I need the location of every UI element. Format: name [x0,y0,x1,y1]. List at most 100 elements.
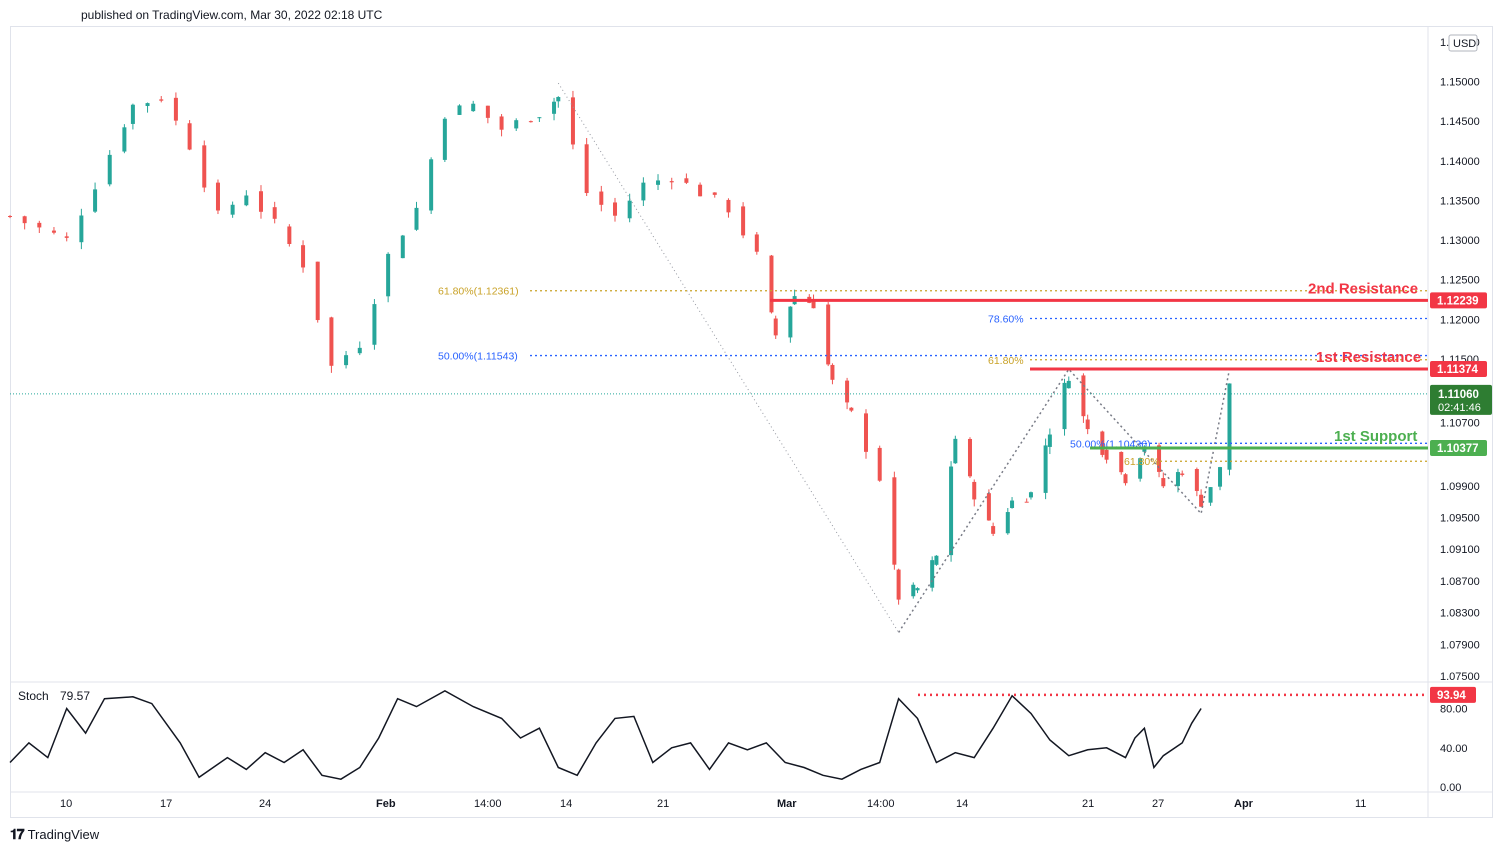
candle-body [537,117,542,119]
stoch-value: 79.57 [60,689,90,703]
time-axis-tick: 14:00 [474,798,502,810]
candle-body [1138,458,1143,479]
candle-body [471,103,476,112]
candle-body [986,493,991,521]
candle-body [301,245,306,268]
candle-body [1028,492,1033,498]
level-price-box [1430,439,1487,456]
candle-body [684,178,689,183]
time-axis-tick: 27 [1152,798,1164,810]
price-axis-tick: 1.09100 [1440,544,1480,556]
price-axis-tick: 1.14500 [1440,116,1480,128]
candle-body [641,182,646,201]
candle-body [1085,419,1090,430]
fib-level-label: 61.80%(1.12361) [438,286,519,298]
candle-body [627,200,632,219]
level-name: 2nd Resistance [1308,280,1418,297]
time-axis-tick: 11 [1355,798,1366,810]
published-info: published on TradingView.com, Mar 30, 20… [81,8,383,22]
candle-body [442,118,447,160]
candle-body [754,234,759,252]
candle-body [528,121,533,123]
candle-body [556,97,561,102]
candle-body [584,144,589,194]
candle-body [287,226,292,244]
candle-body [726,199,731,213]
candle-body [145,103,150,107]
level-price: 1.12239 [1437,295,1479,307]
time-axis-tick: Mar [777,798,797,810]
stoch-marker-label: 93.94 [1437,690,1466,702]
candle-body [357,347,362,354]
level-price: 1.10377 [1437,443,1479,455]
candle-body [372,304,377,345]
candle-body [1104,449,1109,460]
brand-name[interactable]: TradingView [27,827,100,842]
price-axis-tick: 1.12000 [1440,314,1480,326]
candle-body [8,215,12,217]
candle-body [613,202,618,216]
time-axis-tick: Feb [376,798,396,810]
time-axis-tick: 14 [956,798,968,810]
time-axis-tick: 17 [160,798,172,810]
candle-body [400,235,405,259]
candle-body [599,191,604,205]
candle-body [51,230,56,233]
candle-body [769,255,774,313]
candle-body [1208,487,1213,503]
candle-body [934,555,939,565]
candle-body [485,105,490,118]
candle-body [826,304,831,365]
candle-body [911,584,916,597]
candle-body [1024,501,1029,503]
candle-body [499,116,504,130]
candle-body [892,477,897,565]
candle-body [712,192,717,195]
price-axis-tick: 1.08700 [1440,576,1480,588]
time-axis-tick: 21 [657,798,669,810]
candle-body [64,236,69,238]
price-axis-tick: 1.08300 [1440,608,1480,620]
candle-body [656,180,661,185]
candle-body [845,380,850,403]
candle-body [1157,445,1162,472]
candle-body [272,207,277,219]
level-price-box [1430,360,1487,377]
candle-body [79,215,84,243]
candle-body [429,159,434,211]
candle-body [130,104,135,124]
time-axis-tick: 14 [560,798,572,810]
candle-body [949,466,954,556]
price-axis-tick: 1.12500 [1440,275,1480,287]
price-axis-tick: 1.13000 [1440,235,1480,247]
candle-body [1062,382,1067,430]
fib-zigzag-line [897,368,1231,633]
stoch-axis-tick: 0.00 [1440,782,1461,794]
price-axis-tick: 1.07900 [1440,639,1480,651]
bar-countdown: 02:41:46 [1438,402,1481,414]
price-axis-tick: 1.13500 [1440,195,1480,207]
candle-body [202,145,207,188]
candle-body [1010,500,1015,509]
candle-body [788,306,793,338]
candle-body [773,318,778,336]
candle-body [1194,469,1199,491]
candle-body [315,261,320,321]
price-axis-tick: 1.09900 [1440,481,1480,493]
candle-body [37,222,42,228]
candle-body [669,181,674,183]
candle-body [173,97,178,121]
tradingview-logo-icon[interactable]: 𝟏𝟕 [10,826,25,842]
price-axis-tick: 1.07500 [1440,671,1480,683]
candle-body [972,481,977,500]
time-axis-tick: 21 [1082,798,1094,810]
candle-body [1227,383,1232,470]
stoch-title: Stoch [18,689,49,703]
fib-level-label: 78.60% [988,314,1024,326]
candle-body [863,413,868,452]
candle-body [122,127,127,152]
footer: 𝟏𝟕 TradingView [10,826,99,843]
fib-trend-line [557,82,900,633]
candle-body [414,207,419,230]
